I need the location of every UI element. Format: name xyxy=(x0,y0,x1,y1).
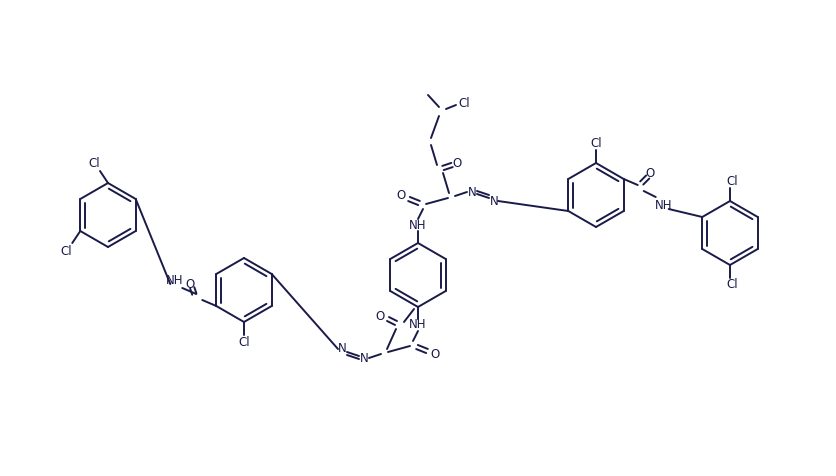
Text: N: N xyxy=(489,195,497,208)
Text: NH: NH xyxy=(409,218,426,231)
Text: Cl: Cl xyxy=(88,157,99,169)
Text: NH: NH xyxy=(655,198,671,211)
Text: Cl: Cl xyxy=(457,97,469,109)
Text: N: N xyxy=(467,186,476,198)
Text: Cl: Cl xyxy=(726,278,737,291)
Text: Cl: Cl xyxy=(589,137,601,149)
Text: N: N xyxy=(337,343,346,356)
Text: O: O xyxy=(186,278,195,290)
Text: NH: NH xyxy=(409,318,426,331)
Text: Cl: Cl xyxy=(238,336,249,348)
Text: N: N xyxy=(359,351,368,365)
Text: O: O xyxy=(430,348,439,361)
Text: Cl: Cl xyxy=(60,245,72,258)
Text: O: O xyxy=(375,310,385,324)
Text: O: O xyxy=(451,157,461,169)
Text: NH: NH xyxy=(166,274,183,287)
Text: O: O xyxy=(396,188,405,201)
Text: O: O xyxy=(645,167,654,179)
Text: Cl: Cl xyxy=(726,175,737,188)
